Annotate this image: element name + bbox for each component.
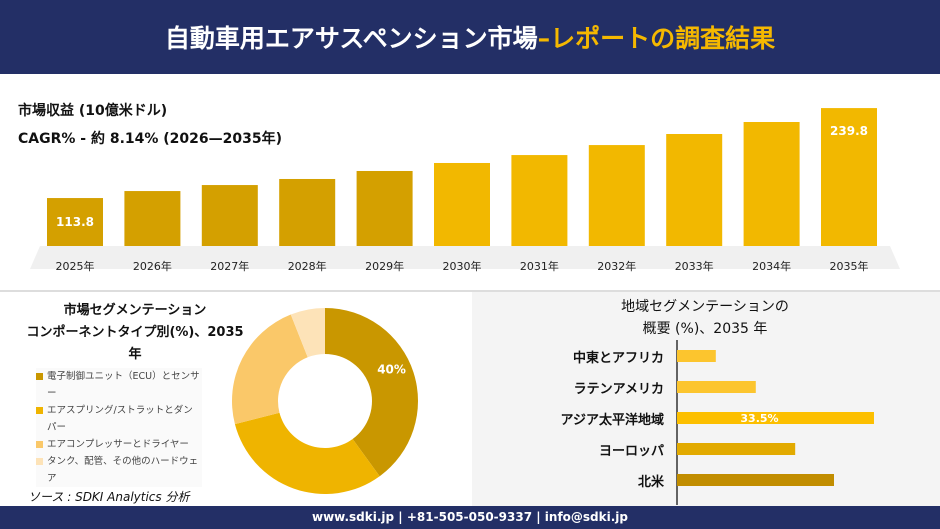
- bar: [588, 145, 645, 246]
- bar: [677, 443, 796, 455]
- x-tick-label: 2027年: [210, 259, 249, 273]
- bar: [434, 162, 490, 246]
- data-label: 113.8: [56, 215, 94, 229]
- footer-contact: www.sdki.jp | +81-505-050-9337 | info@sd…: [0, 506, 940, 529]
- page-title: 自動車用エアサスペンション市場 –レポートの調査結果: [0, 0, 940, 74]
- pie-legend: 電子制御ユニット（ECU）とセンサー エアスプリング/ストラットとダンパーエアコン…: [36, 368, 202, 487]
- source-note: ソース : SDKI Analytics 分析: [28, 490, 190, 504]
- data-label: 239.8: [830, 124, 868, 138]
- category-label: 北米: [637, 475, 664, 490]
- title-accent: –レポートの調査結果: [537, 24, 776, 53]
- region-bar-chart: 33.5%: [676, 340, 874, 505]
- revenue-bar-chart: 2025年 113.8 2026年 2027年 2028年 2029年 2030年 2031年…: [30, 108, 900, 273]
- x-tick-label: 2031年: [520, 259, 559, 273]
- region-title: 地域セグメンテーションの 概要 (%)、2035 年: [580, 296, 830, 340]
- x-tick-label: 2035年: [830, 259, 869, 273]
- bar: [677, 474, 834, 486]
- data-label: 40%: [377, 362, 406, 376]
- legend-item: タンク、配管、その他のハードウェア: [36, 453, 202, 487]
- x-tick-label: 2028年: [288, 259, 327, 273]
- bar: [201, 185, 258, 246]
- donut-slice: [290, 308, 325, 358]
- bar: [677, 381, 756, 393]
- bar: [47, 198, 103, 246]
- category-label: アジア太平洋地域: [560, 413, 664, 428]
- legend-swatch: [36, 441, 43, 448]
- legend-label: エアコンプレッサーとドライヤー: [47, 439, 189, 450]
- category-label: ラテンアメリカ: [573, 382, 664, 397]
- legend-label: タンク、配管、その他のハードウェア: [47, 456, 199, 484]
- region-title-line: 概要 (%)、2035 年: [642, 321, 768, 337]
- legend-label: エアスプリング/ストラットとダンパー: [47, 405, 193, 433]
- bar: [677, 412, 874, 424]
- region-title-line: 地域セグメンテーションの: [621, 299, 789, 315]
- title-main: 自動車用エアサスペンション市場: [164, 24, 538, 53]
- category-label: 中東とアフリカ: [572, 351, 664, 366]
- revenue-label: 市場収益 (10億米ドル): [18, 103, 168, 119]
- donut-slice: [232, 314, 308, 425]
- bar: [677, 350, 716, 362]
- x-tick-label: 2033年: [675, 259, 714, 273]
- pie-title-line: コンポーネントタイプ別(%)、2035年: [26, 325, 244, 362]
- divider: [0, 290, 940, 292]
- legend-swatch: [36, 373, 43, 380]
- bar: [821, 108, 877, 247]
- x-tick-label: 2034年: [752, 259, 791, 273]
- x-tick-label: 2029年: [365, 259, 404, 273]
- bar: [279, 178, 336, 246]
- bar: [666, 134, 723, 246]
- data-label: 33.5%: [740, 412, 778, 425]
- bar: [356, 170, 413, 246]
- x-tick-label: 2026年: [133, 259, 172, 273]
- bar: [511, 155, 568, 246]
- bar-shadow: [30, 246, 900, 269]
- legend-swatch: [36, 407, 43, 414]
- legend-item: 電子制御ユニット（ECU）とセンサー: [36, 368, 202, 402]
- legend-swatch: [36, 458, 43, 465]
- legend-item: エアコンプレッサーとドライヤー: [36, 436, 202, 453]
- x-tick-label: 2030年: [443, 259, 482, 273]
- x-tick-label: 2032年: [597, 259, 636, 273]
- donut-slice: [325, 308, 419, 477]
- category-label: ヨーロッパ: [598, 444, 664, 459]
- x-tick-label: 2025年: [56, 259, 95, 273]
- region-segment-panel: [472, 292, 940, 508]
- cagr-label: CAGR% - 約 8.14% (2026—2035年): [18, 131, 283, 147]
- donut-slice: [234, 412, 380, 494]
- bar: [124, 191, 181, 246]
- legend-item: エアスプリング/ストラットとダンパー: [36, 402, 202, 436]
- bar: [743, 122, 800, 246]
- legend-label: 電子制御ユニット（ECU）とセンサー: [47, 371, 200, 399]
- component-donut-chart: 40%: [232, 308, 419, 494]
- pie-title: 市場セグメンテーションコンポーネントタイプ別(%)、2035年: [20, 300, 250, 366]
- pie-title-line: 市場セグメンテーション: [63, 303, 207, 318]
